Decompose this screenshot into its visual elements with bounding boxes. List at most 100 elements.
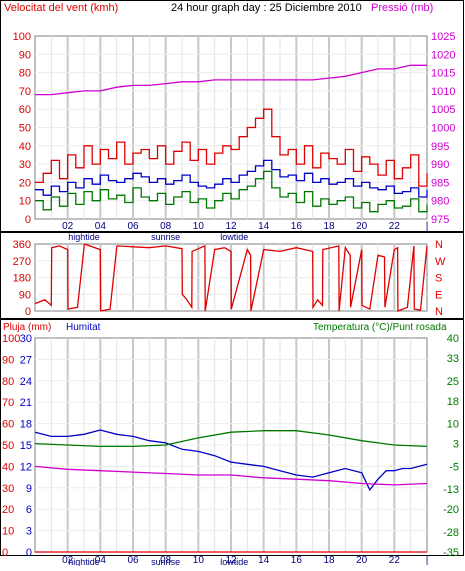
- direction-y-tick-label: 90: [19, 289, 31, 301]
- tide-label: hightide: [68, 557, 100, 566]
- pressure-y-tick-label: 1000: [431, 123, 455, 135]
- panel-frame-wind: [0, 0, 464, 232]
- compass-tick-label: N: [435, 306, 443, 318]
- header-left-title: Velocitat del vent (kmh): [4, 2, 118, 14]
- x-tick-label: 22: [389, 221, 401, 232]
- temperature-y-tick-label: -28: [443, 527, 459, 539]
- temperature-y-tick-label: 3: [453, 439, 459, 451]
- pressure-y-tick-label: 1005: [431, 104, 455, 116]
- series-line-gust: [35, 108, 428, 187]
- compass-tick-label: S: [435, 273, 442, 285]
- rain-y-tick-label: 15: [20, 440, 32, 452]
- x-tick-label: |: [426, 221, 429, 232]
- rain-y-tick-label: 21: [20, 397, 32, 409]
- pressure-y-tick-label: 975: [431, 214, 449, 226]
- x-tick-label: 20: [356, 221, 368, 232]
- temperature-y-tick-label: 10: [447, 419, 459, 431]
- temperature-y-tick-label: 18: [447, 396, 459, 408]
- compass-tick-label: W: [435, 256, 446, 268]
- x-tick-label: 12: [225, 555, 237, 566]
- pressure-y-tick-label: 990: [431, 159, 449, 171]
- tide-label: hightide: [68, 232, 100, 242]
- x-tick-label: |: [426, 555, 429, 566]
- temperature-y-tick-label: -5: [449, 461, 459, 473]
- wind-y-tick-label: 60: [19, 104, 31, 116]
- humidity-y-tick-label: 70: [2, 397, 14, 409]
- humidity-y-tick-label: 90: [2, 354, 14, 366]
- pressure-y-tick-label: 1010: [431, 86, 455, 98]
- x-tick-label: 10: [193, 221, 205, 232]
- rain-y-tick-label: 3: [26, 526, 32, 538]
- series-line-pressure: [35, 64, 427, 96]
- humidity-chart: 0102030405060708090100036912151821242730…: [2, 333, 459, 567]
- header-center-title: 24 hour graph day : 25 Diciembre 2010: [171, 2, 362, 14]
- humidity-y-tick-label: 80: [2, 376, 14, 388]
- x-tick-label: 06: [127, 221, 139, 232]
- wind-y-tick-label: 30: [19, 159, 31, 171]
- rain-y-tick-label: 30: [20, 333, 32, 345]
- pressure-y-tick-label: 985: [431, 177, 449, 189]
- rain-y-tick-label: 6: [26, 504, 32, 516]
- compass-tick-label: E: [435, 289, 442, 301]
- wind-y-tick-label: 70: [19, 86, 31, 98]
- x-tick-label: 14: [258, 555, 270, 566]
- direction-y-tick-label: 180: [13, 273, 31, 285]
- series-line-humitat: [34, 429, 428, 492]
- x-tick-label: 16: [291, 555, 303, 566]
- temperature-y-tick-label: 40: [447, 333, 459, 345]
- humidity-y-tick-label: 100: [2, 333, 20, 345]
- x-tick-label: 04: [95, 221, 107, 232]
- x-tick-label: 12: [225, 221, 237, 232]
- pressure-y-tick-label: 1025: [431, 31, 455, 43]
- temperature-y-tick-label: 33: [447, 353, 459, 365]
- panel-frame-humidity: [0, 319, 464, 556]
- series-line-speed: [35, 170, 428, 213]
- direction-y-tick-label: 0: [25, 306, 31, 318]
- x-tick-label: 08: [160, 221, 172, 232]
- rain-y-tick-label: 9: [26, 483, 32, 495]
- pressure-y-tick-label: 1020: [431, 49, 455, 61]
- x-tick-label: 06: [127, 555, 139, 566]
- x-tick-label: 14: [258, 221, 270, 232]
- x-tick-label: 02: [62, 221, 74, 232]
- pressure-y-tick-label: 1015: [431, 68, 455, 80]
- humidity-y-tick-label: 30: [2, 483, 14, 495]
- x-tick-label: 18: [323, 221, 335, 232]
- temperature-y-tick-label: -13: [443, 484, 459, 496]
- compass-tick-label: N: [435, 239, 443, 251]
- temperature-axis-title: Temperatura (°C)/Punt rosada: [313, 322, 447, 333]
- humidity-y-tick-label: 0: [2, 547, 8, 559]
- wind-y-tick-label: 20: [19, 177, 31, 189]
- direction-y-tick-label: 270: [13, 256, 31, 268]
- rain-y-tick-label: 27: [20, 354, 32, 366]
- x-tick-label: 10: [193, 555, 205, 566]
- series-line-punt-rosada: [34, 465, 428, 486]
- x-tick-label: 20: [356, 555, 368, 566]
- tide-label: sunrise: [151, 232, 180, 242]
- series-line-temperatura---c-: [34, 430, 428, 448]
- tide-label: sunrise: [151, 557, 180, 566]
- rain-axis-title: Pluja (mm): [3, 322, 51, 333]
- humidity-y-tick-label: 60: [2, 419, 14, 431]
- tide-label: lowtide: [220, 232, 248, 242]
- rain-y-tick-label: 12: [20, 461, 32, 473]
- temperature-y-tick-label: -35: [443, 547, 459, 559]
- wind-y-tick-label: 40: [19, 141, 31, 153]
- humidity-y-tick-label: 20: [2, 504, 14, 516]
- wind-y-tick-label: 50: [19, 123, 31, 135]
- humidity-axis-title: Humitat: [66, 322, 101, 333]
- wind-y-tick-label: 80: [19, 68, 31, 80]
- panel-frame-direction: [0, 232, 464, 319]
- wind-y-tick-label: 10: [19, 196, 31, 208]
- x-tick-label: 04: [95, 555, 107, 566]
- x-tick-label: 22: [389, 555, 401, 566]
- humidity-y-tick-label: 40: [2, 461, 14, 473]
- temperature-y-tick-label: 25: [447, 376, 459, 388]
- wind-y-tick-label: 90: [19, 49, 31, 61]
- rain-y-tick-label: 18: [20, 419, 32, 431]
- rain-y-tick-label: 0: [26, 547, 32, 559]
- humidity-y-tick-label: 50: [2, 440, 14, 452]
- temperature-y-tick-label: -20: [443, 504, 459, 516]
